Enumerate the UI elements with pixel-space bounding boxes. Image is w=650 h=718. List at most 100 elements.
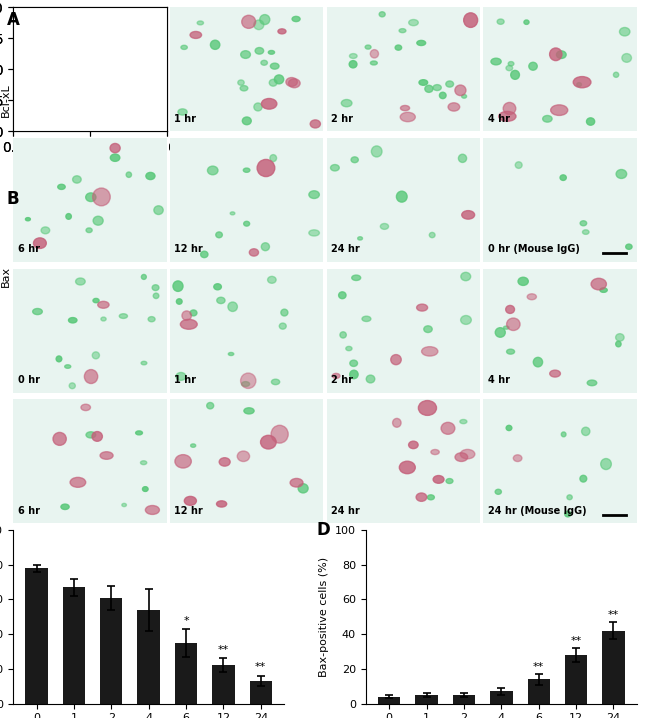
Ellipse shape [417,40,426,45]
Text: 12 hr: 12 hr [174,244,203,254]
Ellipse shape [101,317,106,321]
Ellipse shape [365,45,371,49]
Ellipse shape [461,315,471,325]
Ellipse shape [55,63,70,73]
Ellipse shape [458,154,467,162]
Ellipse shape [99,104,109,113]
Ellipse shape [358,237,363,240]
Ellipse shape [86,432,96,438]
Ellipse shape [53,432,66,445]
Ellipse shape [422,347,438,356]
Ellipse shape [400,106,410,111]
Ellipse shape [93,188,110,206]
Ellipse shape [62,108,72,118]
Ellipse shape [182,311,192,320]
Ellipse shape [527,294,536,299]
Ellipse shape [460,419,467,424]
Text: **: ** [608,610,619,620]
Ellipse shape [351,157,358,163]
Bar [415,695,438,704]
Ellipse shape [504,326,509,330]
Ellipse shape [126,172,131,177]
Ellipse shape [371,146,382,157]
Text: 24 hr (Mouse IgG): 24 hr (Mouse IgG) [488,506,586,516]
Ellipse shape [190,444,196,447]
Ellipse shape [582,230,589,234]
Ellipse shape [271,425,288,443]
Ellipse shape [146,172,155,180]
Ellipse shape [123,118,132,126]
Ellipse shape [141,274,146,279]
Text: 2 hr: 2 hr [331,376,353,385]
Ellipse shape [152,285,159,291]
Ellipse shape [180,320,197,330]
Ellipse shape [349,60,357,68]
Ellipse shape [280,323,286,329]
Ellipse shape [175,454,191,468]
Text: 4 hr: 4 hr [488,113,510,123]
Ellipse shape [309,191,319,198]
Ellipse shape [120,88,130,95]
Ellipse shape [514,454,522,462]
Ellipse shape [441,422,455,434]
Ellipse shape [242,381,250,386]
Ellipse shape [518,277,528,286]
Ellipse shape [261,243,270,251]
Ellipse shape [346,346,352,350]
Ellipse shape [116,57,124,62]
Ellipse shape [201,251,208,258]
Ellipse shape [216,297,225,304]
Ellipse shape [96,27,105,33]
Text: 6 hr: 6 hr [18,506,40,516]
Ellipse shape [495,327,505,337]
Ellipse shape [120,314,127,318]
Ellipse shape [214,284,222,290]
Ellipse shape [176,299,182,304]
Ellipse shape [47,37,55,45]
Ellipse shape [309,230,319,236]
Ellipse shape [34,238,46,248]
Ellipse shape [577,83,582,86]
Ellipse shape [58,185,65,190]
Ellipse shape [446,81,454,87]
Ellipse shape [506,318,520,330]
Ellipse shape [75,278,85,285]
Ellipse shape [462,95,467,98]
Bar [212,666,235,704]
Ellipse shape [587,380,597,386]
Ellipse shape [550,48,562,60]
Text: 0 hr: 0 hr [18,376,40,385]
Ellipse shape [255,47,264,54]
Ellipse shape [286,78,298,86]
Ellipse shape [455,85,466,95]
Ellipse shape [272,379,280,385]
Text: D: D [317,521,331,539]
Ellipse shape [281,309,288,316]
Ellipse shape [207,166,218,174]
Ellipse shape [73,176,81,183]
Bar [565,655,588,704]
Ellipse shape [70,477,86,488]
Ellipse shape [366,375,375,383]
Bar [528,679,550,704]
Text: **: ** [255,663,266,672]
Ellipse shape [77,52,85,60]
Ellipse shape [506,425,512,431]
Ellipse shape [393,419,401,427]
Ellipse shape [310,120,320,128]
Ellipse shape [57,109,67,115]
Ellipse shape [176,373,186,381]
Ellipse shape [93,299,99,303]
Ellipse shape [240,51,250,58]
Ellipse shape [230,212,235,215]
Ellipse shape [352,275,361,281]
Ellipse shape [543,116,552,122]
Ellipse shape [298,484,308,493]
Ellipse shape [22,22,31,32]
Ellipse shape [84,370,98,383]
Text: 6 hr: 6 hr [18,244,40,254]
Ellipse shape [330,164,339,171]
Bar [137,610,160,704]
Ellipse shape [146,505,159,514]
Text: 4 hr: 4 hr [488,376,510,385]
